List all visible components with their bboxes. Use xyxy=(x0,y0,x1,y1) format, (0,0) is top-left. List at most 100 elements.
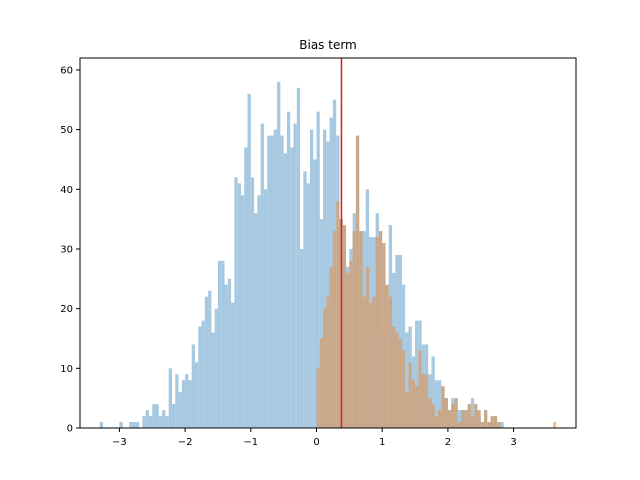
histogram-bar xyxy=(424,374,429,428)
histogram-bar xyxy=(217,260,222,428)
histogram-bar xyxy=(480,422,485,428)
histogram-bar xyxy=(244,147,248,428)
histogram-bar xyxy=(323,308,327,428)
histogram-bar xyxy=(155,404,159,428)
histogram-bar xyxy=(303,171,307,428)
histogram-bar xyxy=(168,368,172,428)
histogram-bar xyxy=(211,332,215,428)
histogram-bar xyxy=(451,404,455,428)
histogram-bar xyxy=(329,266,333,428)
y-tick-label: 0 xyxy=(67,424,73,435)
histogram-bar xyxy=(165,416,169,428)
histogram-bar xyxy=(129,422,133,428)
histogram-bar xyxy=(421,374,425,428)
histogram-bar xyxy=(326,141,330,429)
histogram-bar xyxy=(359,231,363,428)
histogram-bar xyxy=(415,320,419,428)
histogram-bar xyxy=(441,386,445,428)
histogram-bar xyxy=(411,380,416,428)
y-tick-label: 40 xyxy=(60,185,73,196)
histogram-bar xyxy=(467,404,471,428)
histogram-bar xyxy=(428,398,432,428)
histogram-bar xyxy=(342,225,347,428)
histogram-bar xyxy=(500,422,504,428)
histogram-bar xyxy=(296,87,301,428)
histogram-bar xyxy=(385,284,389,428)
y-tick-label: 20 xyxy=(60,304,73,315)
histogram-bar xyxy=(250,177,255,428)
histogram-bar xyxy=(234,177,238,428)
histogram-bar xyxy=(461,410,465,428)
histogram-bar xyxy=(444,398,448,428)
histogram-bar xyxy=(372,296,376,428)
histogram-bar xyxy=(204,296,209,428)
x-axis: −3 −2 −1 0 1 2 3 xyxy=(112,428,517,448)
histogram-bar xyxy=(484,410,488,428)
histogram-bar xyxy=(300,248,304,428)
histogram-bar xyxy=(247,93,251,428)
histogram-bar xyxy=(145,410,149,428)
x-tick-label: −3 xyxy=(112,437,127,448)
histogram-bar xyxy=(434,416,439,428)
histogram-bar xyxy=(362,296,366,428)
histogram-bar xyxy=(148,416,153,428)
histogram-bar xyxy=(378,231,383,428)
histogram-bar xyxy=(254,213,258,428)
histogram-bar xyxy=(405,392,409,428)
histogram-bar xyxy=(392,326,396,428)
histogram-bar xyxy=(198,326,202,428)
histogram-bar xyxy=(237,183,241,428)
histogram-bar xyxy=(346,272,350,428)
histogram-bar xyxy=(208,290,212,428)
histogram-bar xyxy=(277,81,281,429)
histogram-bar xyxy=(188,380,192,428)
series-1 xyxy=(316,135,501,428)
y-tick-label: 10 xyxy=(60,364,73,375)
series-2 xyxy=(553,422,557,428)
histogram-bar xyxy=(201,320,205,428)
histogram-bar xyxy=(135,422,140,428)
histogram-bar xyxy=(395,332,399,428)
histogram-bar xyxy=(181,380,186,428)
histogram-bar xyxy=(375,237,379,428)
histogram-bar xyxy=(553,422,557,428)
histogram-bar xyxy=(431,404,435,428)
histogram-bar xyxy=(470,398,475,428)
chart-title: Bias term xyxy=(299,38,357,52)
histogram-bar xyxy=(260,123,264,429)
histogram-bar xyxy=(224,284,228,428)
histogram-bar xyxy=(434,380,439,428)
histogram-bar xyxy=(447,410,452,428)
histogram-bar xyxy=(365,266,370,428)
histogram-bar xyxy=(464,410,468,428)
histogram-bar xyxy=(438,380,442,428)
histogram-bar xyxy=(405,332,409,428)
plot-area-frame xyxy=(79,57,577,429)
histogram-bar xyxy=(293,123,297,429)
histogram-bar xyxy=(158,416,163,428)
y-axis: 0 10 20 30 40 50 60 xyxy=(60,65,80,435)
histogram-bar xyxy=(221,260,225,428)
histogram-bar xyxy=(313,159,317,428)
histogram-bar xyxy=(336,201,340,428)
histogram-bar xyxy=(194,362,199,428)
histogram-bar xyxy=(214,308,218,428)
histogram-bar xyxy=(240,195,245,428)
y-tick-label: 60 xyxy=(60,65,73,76)
histogram-bar xyxy=(283,153,287,429)
histogram-bar xyxy=(178,392,182,428)
histogram-bar xyxy=(99,422,103,428)
histogram-bar xyxy=(457,422,462,428)
histogram-bar xyxy=(319,338,324,428)
histogram-bar xyxy=(388,296,393,428)
histogram-bar xyxy=(332,231,337,428)
histogram-bar xyxy=(457,410,462,428)
histogram-bar xyxy=(267,135,271,428)
histogram-bar xyxy=(418,350,422,428)
x-tick-label: 1 xyxy=(379,437,385,448)
histogram-bar xyxy=(497,422,501,428)
histogram-bar xyxy=(474,404,478,428)
histogram-bar xyxy=(263,189,268,428)
histogram-bar xyxy=(431,356,435,428)
